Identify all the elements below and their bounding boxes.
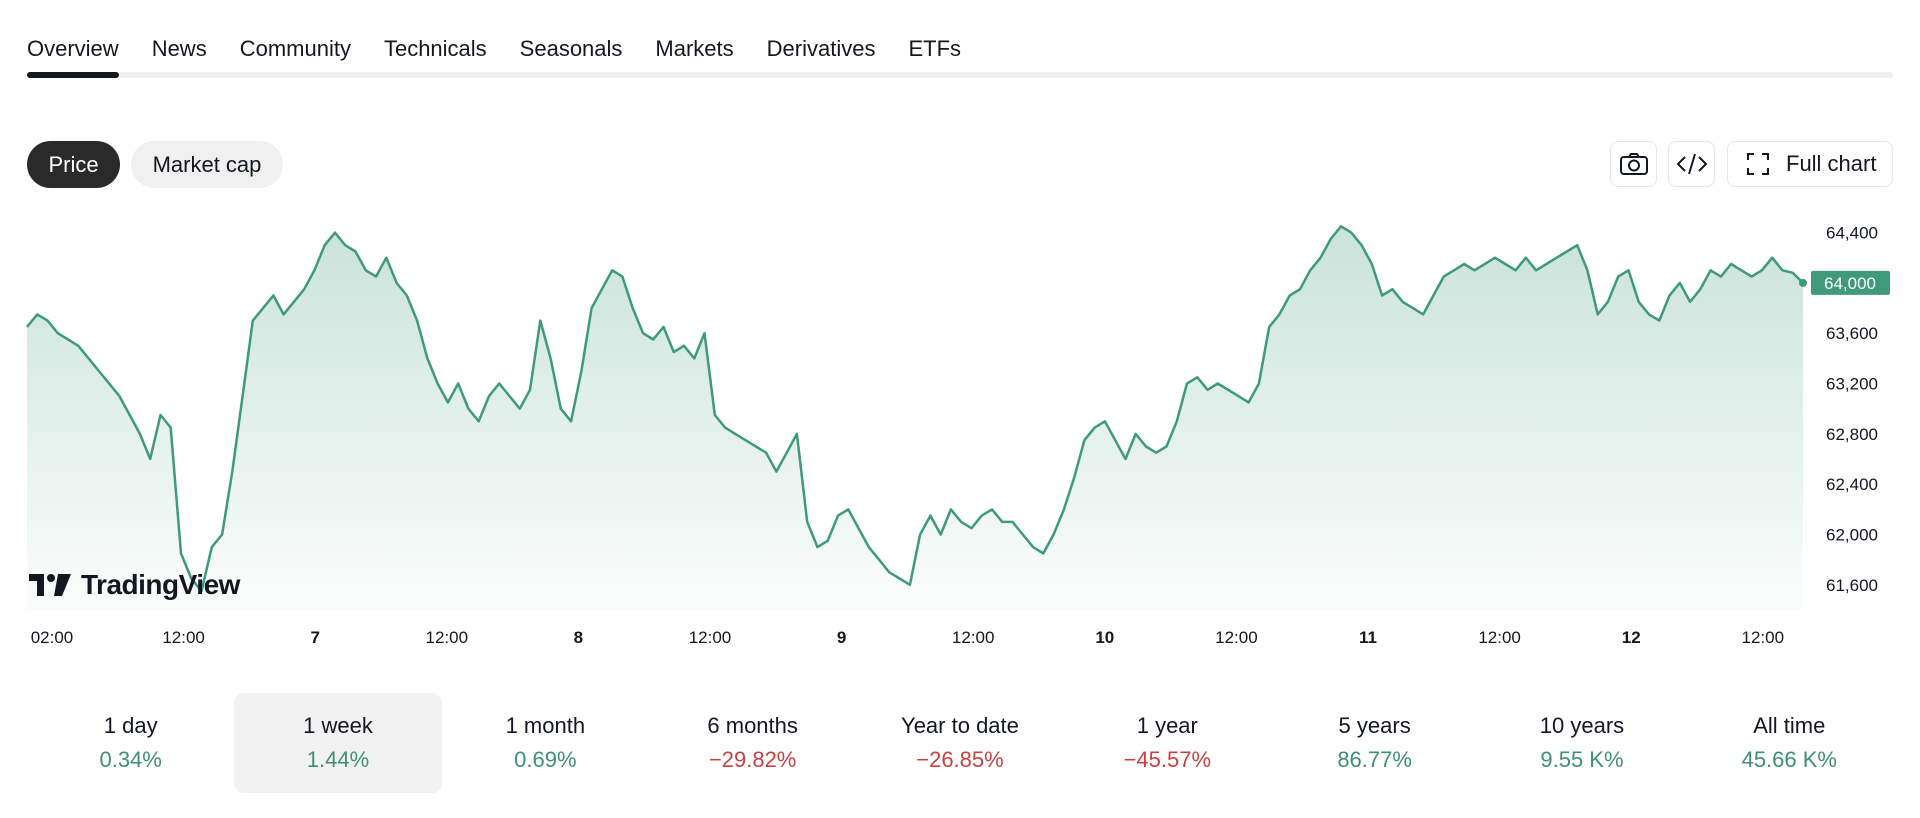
- tab-seasonals[interactable]: Seasonals: [519, 36, 623, 61]
- period-1-day[interactable]: 1 day 0.34%: [27, 693, 234, 793]
- tradingview-logo-text: TradingView: [81, 569, 240, 600]
- period-year-to-date[interactable]: Year to date −26.85%: [856, 693, 1063, 793]
- tab-etfs[interactable]: ETFs: [908, 36, 962, 61]
- period-all-time[interactable]: All time 45.66 K%: [1686, 693, 1893, 793]
- last-price-dot: [1799, 278, 1807, 287]
- period-6-months[interactable]: 6 months −29.82%: [649, 693, 856, 793]
- snapshot-button[interactable]: [1610, 141, 1657, 187]
- tab-derivatives[interactable]: Derivatives: [766, 36, 876, 61]
- period-label: 1 month: [505, 713, 586, 738]
- period-label: 10 years: [1539, 713, 1625, 738]
- period-label: 1 week: [303, 713, 373, 738]
- camera-icon: [1619, 153, 1648, 175]
- performance-periods: 1 day 0.34% 1 week 1.44% 1 month 0.69% 6…: [27, 693, 1893, 793]
- period-1-month[interactable]: 1 month 0.69%: [442, 693, 649, 793]
- x-tick-label: 10: [1095, 628, 1114, 647]
- period-value: 9.55 K%: [1540, 747, 1624, 772]
- y-tick-label: 64,400: [1826, 224, 1878, 243]
- x-tick-label: 7: [310, 628, 319, 647]
- tab-bar-track: [27, 72, 1893, 78]
- tab-technicals[interactable]: Technicals: [383, 36, 487, 61]
- current-price-tag-bg: [1811, 270, 1890, 295]
- tradingview-logo-icon: [29, 574, 71, 596]
- period-label: 1 day: [103, 713, 158, 738]
- x-axis: 02:00 12:00 7 12:00 8 12:00 9 12:00 10 12:00 11 12:…: [31, 628, 1784, 647]
- y-tick-label: 62,400: [1826, 475, 1878, 494]
- x-tick-label: 12: [1622, 628, 1641, 647]
- price-area-fill: [27, 226, 1803, 611]
- period-10-years[interactable]: 10 years 9.55 K%: [1478, 693, 1685, 793]
- x-tick-label: 12:00: [162, 628, 205, 647]
- current-price-tag: 64,000: [1811, 270, 1890, 295]
- market-cap-toggle-button[interactable]: Market cap: [131, 141, 283, 188]
- period-label: 5 years: [1338, 713, 1411, 738]
- period-value: −26.85%: [916, 747, 1004, 772]
- period-1-year[interactable]: 1 year −45.57%: [1064, 693, 1271, 793]
- full-chart-button[interactable]: Full chart: [1727, 141, 1893, 187]
- tradingview-logo[interactable]: TradingView: [29, 569, 240, 601]
- x-tick-label: 12:00: [1742, 628, 1785, 647]
- period-label: 1 year: [1136, 713, 1198, 738]
- period-label: Year to date: [901, 713, 1019, 738]
- tab-news[interactable]: News: [151, 36, 207, 61]
- period-label: All time: [1753, 713, 1826, 738]
- embed-button[interactable]: [1668, 141, 1715, 187]
- period-label: 6 months: [707, 713, 798, 738]
- price-toggle-button[interactable]: Price: [27, 141, 120, 188]
- x-tick-label: 12:00: [426, 628, 469, 647]
- period-5-years[interactable]: 5 years 86.77%: [1271, 693, 1478, 793]
- tab-bar: Overview News Community Technicals Seaso…: [27, 30, 1893, 78]
- y-tick-label: 62,000: [1826, 526, 1878, 545]
- x-tick-label: 8: [574, 628, 583, 647]
- tab-list: Overview News Community Technicals Seaso…: [27, 30, 961, 78]
- period-value: 0.34%: [99, 747, 162, 772]
- price-line: [26, 225, 1804, 593]
- tab-overview[interactable]: Overview: [27, 30, 119, 78]
- x-tick-label: 12:00: [1478, 628, 1521, 647]
- y-axis: 64,400 63,600 63,200 62,800 62,400 62,000 61,6…: [1826, 224, 1878, 595]
- price-chart[interactable]: 64,400 63,600 63,200 62,800 62,400 62,000 61,6…: [0, 215, 1920, 655]
- x-tick-label: 9: [837, 628, 846, 647]
- period-value: 45.66 K%: [1741, 747, 1837, 772]
- full-chart-label: Full chart: [1786, 151, 1877, 176]
- period-value: −45.57%: [1123, 747, 1212, 772]
- period-value: −29.82%: [708, 747, 797, 772]
- fullscreen-icon: [1747, 153, 1769, 175]
- x-tick-label: 11: [1359, 628, 1377, 647]
- y-tick-label: 61,600: [1826, 576, 1878, 595]
- period-1-week[interactable]: 1 week 1.44%: [234, 693, 442, 793]
- period-value: 86.77%: [1337, 747, 1412, 772]
- x-tick-label: 12:00: [689, 628, 732, 647]
- period-value: 1.44%: [306, 747, 370, 772]
- tab-markets[interactable]: Markets: [655, 36, 734, 61]
- y-tick-label: 62,800: [1826, 425, 1878, 444]
- y-tick-label: 63,600: [1826, 324, 1878, 343]
- x-tick-label: 12:00: [1215, 628, 1258, 647]
- period-value: 0.69%: [514, 747, 577, 772]
- current-price-tag-label: 64,000: [1824, 274, 1876, 293]
- tab-community[interactable]: Community: [239, 36, 351, 61]
- x-tick-label: 12:00: [952, 628, 995, 647]
- x-tick-label: 02:00: [31, 628, 74, 647]
- y-tick-label: 63,200: [1826, 375, 1878, 394]
- code-icon: [1676, 153, 1707, 175]
